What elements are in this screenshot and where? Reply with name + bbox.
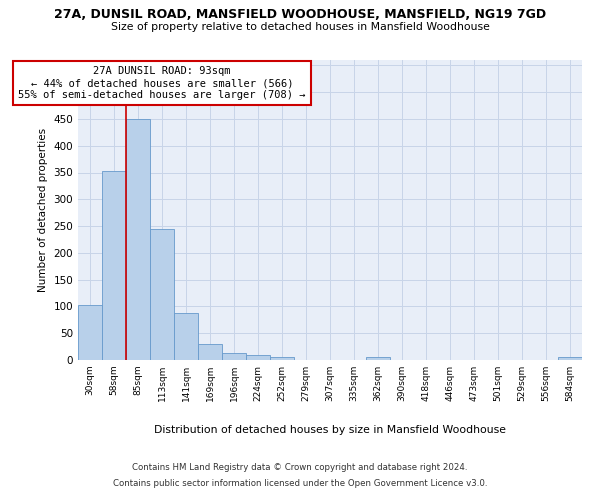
Text: Distribution of detached houses by size in Mansfield Woodhouse: Distribution of detached houses by size …	[154, 425, 506, 435]
Bar	[558, 358, 582, 360]
Bar	[366, 358, 390, 360]
Y-axis label: Number of detached properties: Number of detached properties	[38, 128, 48, 292]
Bar	[222, 353, 246, 360]
Bar	[102, 171, 126, 360]
Bar	[174, 313, 198, 360]
Text: Contains HM Land Registry data © Crown copyright and database right 2024.: Contains HM Land Registry data © Crown c…	[132, 462, 468, 471]
Text: 27A DUNSIL ROAD: 93sqm
← 44% of detached houses are smaller (566)
55% of semi-de: 27A DUNSIL ROAD: 93sqm ← 44% of detached…	[18, 66, 306, 100]
Bar	[270, 358, 294, 360]
Bar	[78, 305, 102, 360]
Bar	[246, 355, 270, 360]
Bar	[150, 229, 174, 360]
Text: Size of property relative to detached houses in Mansfield Woodhouse: Size of property relative to detached ho…	[110, 22, 490, 32]
Bar	[198, 344, 222, 360]
Bar	[126, 120, 150, 360]
Text: Contains public sector information licensed under the Open Government Licence v3: Contains public sector information licen…	[113, 479, 487, 488]
Text: 27A, DUNSIL ROAD, MANSFIELD WOODHOUSE, MANSFIELD, NG19 7GD: 27A, DUNSIL ROAD, MANSFIELD WOODHOUSE, M…	[54, 8, 546, 20]
